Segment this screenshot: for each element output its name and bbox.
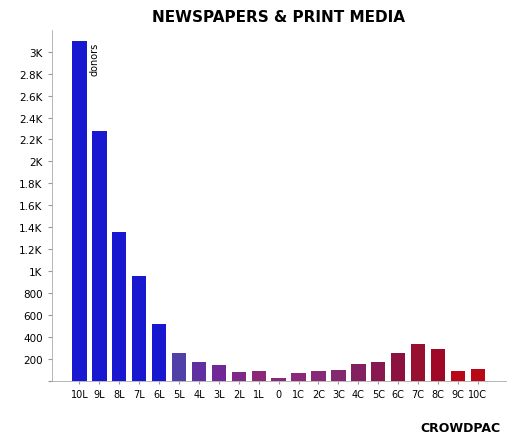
Bar [331, 370, 346, 381]
Bar [391, 353, 406, 381]
Bar [132, 276, 147, 381]
Bar [172, 353, 186, 381]
Bar [92, 131, 106, 381]
Title: NEWSPAPERS & PRINT MEDIA: NEWSPAPERS & PRINT MEDIA [152, 11, 405, 25]
Bar [451, 371, 465, 381]
Bar [292, 373, 306, 381]
Text: CROWDPAC: CROWDPAC [421, 420, 501, 434]
Bar [232, 372, 246, 381]
Bar [72, 42, 87, 381]
Bar [371, 362, 385, 381]
Bar [351, 364, 365, 381]
Bar [431, 349, 445, 381]
Bar [411, 344, 425, 381]
Bar [311, 371, 326, 381]
Bar [152, 324, 166, 381]
Bar [251, 371, 266, 381]
Text: donors: donors [89, 42, 100, 76]
Bar [212, 365, 226, 381]
Bar [192, 363, 206, 381]
Bar [271, 378, 286, 381]
Bar [471, 370, 485, 381]
Bar [112, 232, 126, 381]
